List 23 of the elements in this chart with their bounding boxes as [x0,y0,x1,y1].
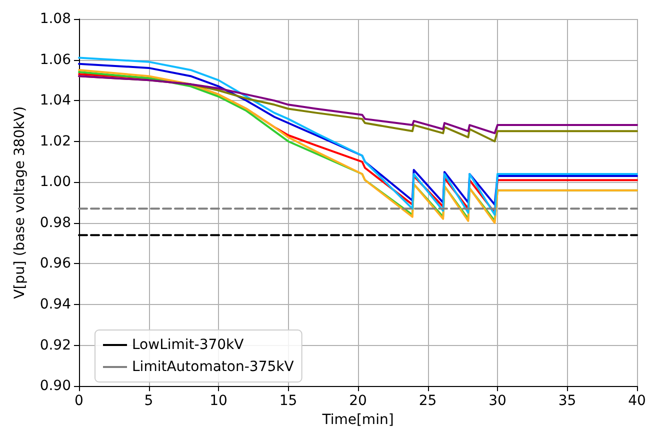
y-tick-label: 0.92 [40,337,71,354]
legend-label: LimitAutomaton-375kV [132,359,294,375]
x-tick-label: 25 [418,393,437,410]
x-tick-label: 0 [74,393,84,410]
x-tick-label: 35 [558,393,576,410]
y-tick-label: 1.08 [40,11,71,27]
y-tick-label: 1.02 [40,133,71,150]
x-tick-label: 5 [144,393,154,410]
y-tick-label: 0.96 [40,256,72,272]
y-tick-label: 0.94 [40,296,72,313]
y-tick-label: 1.04 [40,92,72,109]
y-tick-label: 0.90 [40,378,71,394]
y-axis-title: V[pu] (base voltage 380kV) [12,106,28,299]
x-tick-label: 10 [210,393,228,410]
x-axis-title: Time[min] [321,412,394,428]
x-tick-label: 30 [488,393,506,410]
y-tick-label: 0.98 [40,214,71,231]
x-tick-label: 15 [279,393,298,410]
legend-label: LowLimit-370kV [132,337,244,353]
x-tick-label: 40 [628,393,646,410]
y-tick-label: 1.00 [40,174,71,190]
x-tick-label: 20 [349,393,367,410]
y-tick-label: 1.06 [40,52,72,68]
